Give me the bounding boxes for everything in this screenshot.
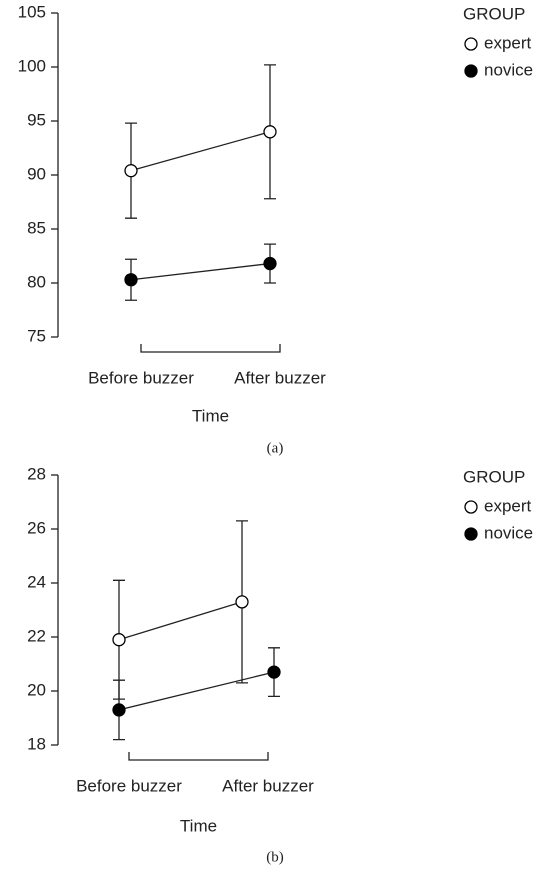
x-axis: [140, 344, 281, 353]
y-tick-label: 90: [27, 164, 46, 183]
series-line: [130, 131, 271, 172]
point: [263, 125, 277, 139]
y-tick-label: 95: [27, 110, 46, 129]
point: [112, 703, 126, 717]
x-axis-label: Time: [180, 816, 217, 835]
point: [124, 273, 138, 287]
y-tick-label: 18: [27, 734, 46, 753]
x-axis-label: Time: [192, 406, 229, 425]
y-tick-label: 24: [27, 572, 46, 591]
series-line: [118, 601, 243, 641]
point: [267, 665, 281, 679]
x-tick-label: After buzzer: [222, 776, 314, 795]
legend-marker: [464, 64, 478, 78]
legend-label: novice: [484, 523, 533, 542]
y-tick-label: 20: [27, 680, 46, 699]
point: [124, 164, 138, 178]
x-tick-label: Before buzzer: [76, 776, 182, 795]
point: [263, 256, 277, 271]
y-tick-label: 85: [27, 218, 46, 237]
y-tick-label: 100: [18, 56, 46, 75]
legend-label: novice: [484, 60, 533, 79]
x-tick-label: Before buzzer: [88, 368, 194, 387]
y-tick-label: 80: [27, 272, 46, 291]
legend-title: GROUP: [463, 4, 525, 23]
legend-marker: [464, 527, 478, 541]
point: [235, 595, 249, 609]
y-tick-label: 26: [27, 518, 46, 537]
legend-title: GROUP: [463, 467, 525, 486]
legend-marker: [464, 500, 478, 514]
caption: (b): [266, 849, 284, 865]
point: [112, 633, 126, 647]
legend-label: expert: [484, 496, 532, 515]
series-line: [118, 671, 275, 711]
legend-marker: [464, 37, 478, 51]
y-tick-label: 22: [27, 626, 46, 645]
y-tick-label: 75: [27, 326, 46, 345]
legend-label: expert: [484, 33, 532, 52]
y-tick-label: 105: [18, 2, 46, 21]
x-tick-label: After buzzer: [234, 368, 326, 387]
y-tick-label: 28: [27, 464, 46, 483]
series-line: [130, 262, 271, 281]
x-axis: [128, 752, 269, 761]
caption: (a): [267, 440, 284, 456]
